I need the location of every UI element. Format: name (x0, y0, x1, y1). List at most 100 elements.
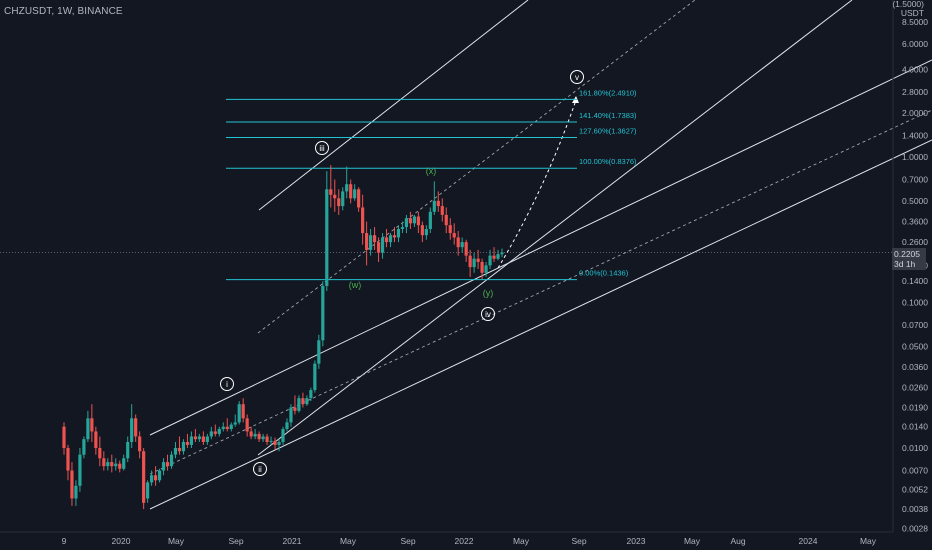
candle-body (106, 462, 110, 467)
candle-body (94, 431, 98, 448)
trendline-layer (149, 0, 932, 510)
candle-body (102, 458, 106, 467)
candle-body (376, 242, 381, 253)
candle-body (249, 431, 253, 437)
candle-body (78, 454, 82, 486)
candle-body (321, 285, 325, 341)
price-tick-label: 0.0700 (902, 320, 928, 330)
wave-label-circle (220, 377, 234, 391)
candle-body (456, 237, 460, 248)
candle-body (157, 470, 162, 481)
price-tick-label: 0.0100 (902, 443, 928, 453)
price-tick-label: 1.0000 (902, 152, 928, 162)
price-tick-label: 8.5000 (902, 17, 928, 27)
wave-label-text: (y) (483, 288, 494, 298)
candle-body (233, 422, 237, 425)
candle-body (74, 485, 78, 499)
candle-body (201, 436, 205, 442)
candle-body (126, 441, 130, 459)
candle-body (209, 431, 213, 437)
fib-level-label: 141.40%(1.7383) (579, 111, 637, 120)
candle-body (257, 433, 261, 440)
candle-body (90, 418, 94, 432)
candle-body (289, 407, 293, 423)
candle-body (293, 407, 297, 411)
candle-body (365, 233, 369, 250)
symbol-title[interactable]: CHZUSDT, 1W, BINANCE (4, 6, 123, 17)
candle-body (66, 448, 70, 471)
price-tick-label: 0.0260 (902, 383, 928, 393)
candle-body (217, 429, 221, 434)
candle-body (237, 404, 241, 423)
candle-body (492, 255, 496, 259)
candle-body (416, 216, 420, 226)
price-tick-label: 0.0038 (902, 504, 928, 514)
axis-unit-label: USDT (900, 8, 924, 18)
candle-body (177, 448, 182, 452)
candle-body (476, 258, 480, 262)
candle-body (245, 418, 249, 432)
candle-body (384, 237, 389, 243)
wave-label-text: ii (258, 465, 262, 474)
candle-body (357, 189, 361, 208)
candle-body (380, 237, 385, 253)
candle-body (285, 422, 289, 430)
candle-body (122, 458, 126, 469)
candle-body (353, 189, 357, 199)
candle-body (221, 426, 225, 430)
candle-body (313, 363, 317, 391)
time-tick-label: Aug (730, 536, 745, 546)
time-tick-label: May (513, 536, 530, 546)
candle-body (130, 418, 134, 442)
price-tick-label: 0.3600 (902, 217, 928, 227)
candle-body (281, 429, 285, 442)
candle-body (277, 441, 281, 445)
candle-body (472, 258, 476, 268)
candle-body (480, 261, 484, 273)
candle-body (241, 404, 245, 419)
last-price-value: 0.2205 (894, 249, 920, 259)
candle-body (325, 189, 329, 286)
candle-body (420, 225, 424, 236)
wave-label-text: iii (319, 144, 325, 153)
candle-body (448, 225, 452, 234)
candle-body (185, 441, 190, 445)
candle-body (361, 207, 365, 234)
candle-body (169, 454, 174, 467)
candle-body (253, 433, 257, 437)
candle-body (197, 436, 201, 440)
price-tick-label: 0.0360 (902, 362, 928, 372)
candle-body (396, 229, 401, 238)
candle-body (345, 184, 349, 192)
projection-path (497, 99, 577, 269)
time-tick-label: 2023 (627, 536, 646, 546)
candle-body (138, 436, 142, 452)
trend-line (149, 139, 932, 510)
time-tick-label: 2022 (455, 536, 474, 546)
candle-body (261, 436, 265, 440)
candle-body (372, 235, 377, 243)
candle-body (189, 436, 194, 445)
wave-label-text: i (226, 380, 228, 389)
price-tick-label: 0.0070 (902, 466, 928, 476)
candle-body (82, 439, 86, 455)
fib-level-label: 127.60%(1.3627) (579, 126, 637, 135)
candle-body (452, 233, 456, 238)
candle-body (436, 200, 440, 207)
candle-body (205, 436, 209, 442)
candle-body (468, 255, 472, 268)
candle-body (142, 451, 146, 503)
price-tick-label: 2.8000 (902, 87, 928, 97)
candle-body (305, 398, 309, 405)
time-axis: 9 2020 May Sep 2021 May Sep 2022 May Sep 2023 May Au… (0, 531, 893, 546)
wave-label-text: v (575, 73, 579, 82)
time-tick-label: Sep (400, 536, 415, 546)
wave-label-circle (570, 70, 584, 84)
price-tick-label: 0.0052 (902, 484, 928, 494)
candles-layer (62, 165, 504, 510)
candle-body (349, 184, 353, 199)
time-tick-label: May (168, 536, 185, 546)
candle-body (161, 462, 166, 471)
